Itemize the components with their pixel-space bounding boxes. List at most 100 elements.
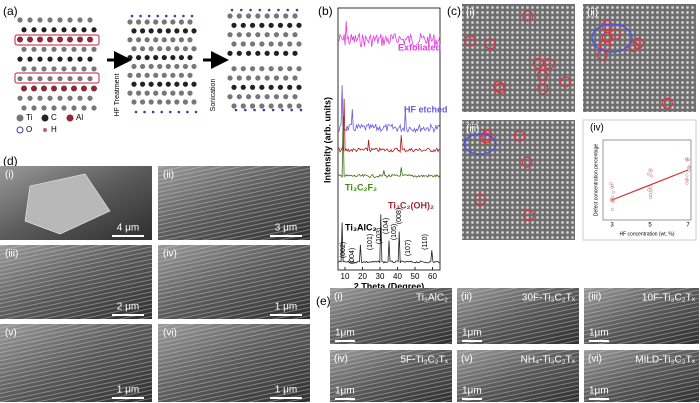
atom	[161, 19, 167, 25]
atom	[139, 63, 146, 70]
atom	[240, 103, 246, 109]
defect-marker	[521, 156, 533, 168]
atom	[51, 85, 57, 92]
scale-label: 1 μm	[275, 302, 297, 313]
sample-point	[610, 207, 614, 211]
defect-marker	[474, 193, 486, 206]
atom	[57, 56, 63, 62]
atom	[170, 37, 176, 43]
atom	[273, 13, 280, 19]
defect-marker	[632, 37, 644, 49]
atom	[178, 37, 185, 43]
sample-point	[649, 193, 653, 197]
atom	[283, 32, 289, 38]
atom	[245, 13, 252, 19]
peak-label: (008)	[396, 208, 403, 224]
atom	[87, 36, 93, 43]
atom	[240, 84, 246, 90]
termination	[281, 108, 284, 112]
atom	[292, 94, 298, 100]
defect-marker	[601, 31, 613, 43]
atom	[182, 46, 189, 52]
atom	[17, 17, 23, 23]
atom	[157, 81, 163, 87]
sample-point	[649, 195, 653, 199]
atom	[87, 17, 93, 23]
termination	[160, 110, 164, 114]
subpanel-label: (i)	[466, 8, 475, 19]
atom	[51, 66, 57, 72]
peak-label: (004)	[349, 248, 356, 264]
atom	[165, 28, 171, 34]
atom	[268, 66, 274, 72]
atom	[292, 13, 298, 19]
termination	[239, 8, 243, 12]
scale-label: 1μm	[589, 386, 609, 397]
atom	[144, 37, 150, 43]
atom	[273, 50, 280, 56]
x-tick-label: 5	[648, 223, 652, 229]
inset-frame	[582, 119, 697, 241]
atom	[144, 54, 150, 61]
trace-label: Ti₃AlC₂	[345, 222, 377, 232]
scale-label: 1 μm	[117, 385, 139, 396]
atom	[296, 84, 302, 90]
defect-marker	[599, 39, 612, 51]
atom	[249, 84, 256, 90]
atom	[157, 63, 163, 70]
scale-label: 3 μm	[275, 223, 297, 234]
atom	[71, 66, 77, 72]
plot-frame	[337, 7, 441, 271]
termination	[234, 108, 238, 112]
atom	[91, 27, 97, 33]
atom	[17, 76, 23, 82]
legend-swatch	[66, 114, 74, 122]
atom	[67, 17, 73, 23]
legend-label: C	[51, 113, 57, 122]
scale-label: 4 μm	[117, 223, 139, 234]
atom	[292, 75, 298, 81]
atom	[165, 63, 171, 70]
atom	[174, 28, 180, 34]
atom	[227, 75, 233, 81]
atom	[259, 22, 265, 28]
atom	[182, 63, 189, 70]
atom	[245, 94, 252, 100]
termination	[156, 14, 160, 18]
defect-marker	[543, 58, 555, 70]
atom	[127, 54, 133, 61]
scale-label: 1 μm	[275, 385, 297, 396]
atom	[77, 17, 83, 23]
x-tick-label: 3	[610, 223, 614, 229]
panel-label: (c)	[447, 4, 461, 18]
subpanel-label: (v)	[461, 354, 473, 365]
atom	[57, 36, 63, 43]
atom	[127, 19, 133, 25]
sample-point	[610, 195, 615, 199]
layer-texture	[158, 324, 310, 402]
atom	[245, 75, 252, 81]
atom	[67, 95, 73, 101]
atom	[57, 95, 63, 101]
defect-marker	[484, 38, 496, 50]
atom	[268, 103, 274, 109]
atom	[174, 63, 180, 70]
peak-label: (105)	[391, 224, 398, 240]
atom	[153, 90, 159, 96]
termination	[182, 14, 185, 18]
trace-label: Ti₃C₂(OH)₂	[388, 200, 434, 210]
subpanel-label: (v)	[5, 328, 17, 339]
atom	[67, 56, 73, 62]
atom	[277, 103, 284, 109]
atom	[77, 76, 83, 82]
scale-label: 2 μm	[117, 302, 139, 313]
atom	[91, 105, 97, 111]
atom	[153, 19, 159, 25]
atom	[161, 54, 167, 61]
atom	[81, 85, 87, 92]
axis-title: Intensity (arb. units)	[322, 97, 332, 183]
termination	[134, 110, 138, 114]
atom	[191, 63, 197, 70]
atom	[255, 94, 261, 100]
atom	[77, 95, 83, 101]
